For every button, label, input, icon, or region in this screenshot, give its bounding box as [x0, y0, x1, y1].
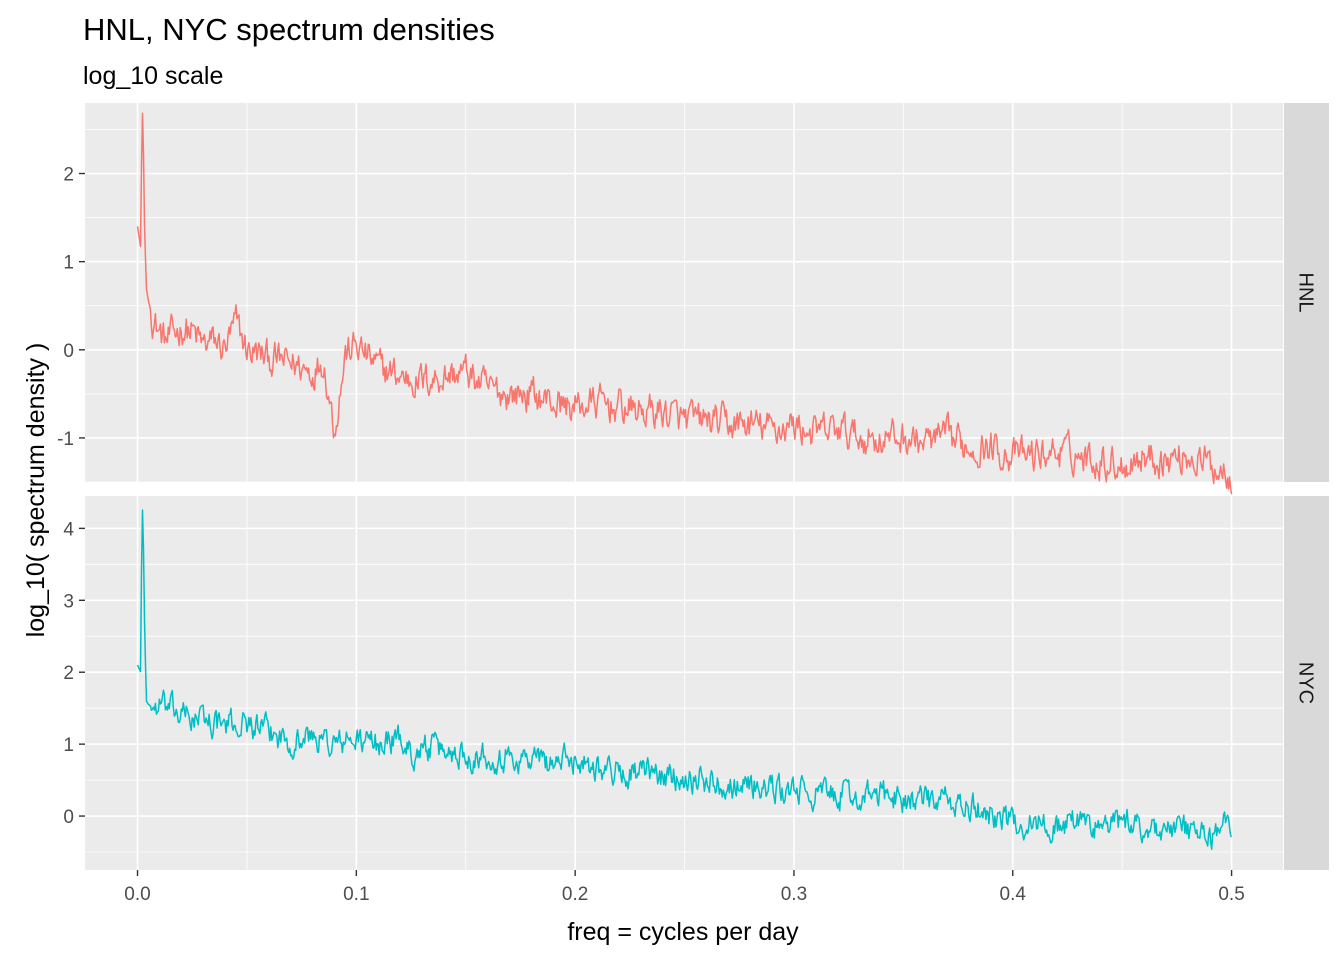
- series-line-nyc: [136, 509, 1233, 850]
- y-tick-label: 4: [63, 519, 74, 540]
- x-tick-label: 0.3: [781, 884, 807, 905]
- y-tick-label: 3: [63, 591, 74, 612]
- series-line-hnl: [136, 112, 1233, 495]
- facet-strip: [1284, 496, 1329, 870]
- x-axis: 0.0 0.1 0.2 0.3 0.4 0.5: [124, 870, 1245, 905]
- x-axis-title: freq = cycles per day: [567, 918, 799, 946]
- x-tick-label: 0.1: [343, 884, 369, 905]
- y-axis-title: log_10( spectrum density ): [22, 343, 50, 638]
- chart-title: HNL, NYC spectrum densities: [83, 12, 495, 47]
- y-tick-label: -1: [57, 429, 74, 450]
- x-tick-label: 0.0: [124, 884, 150, 905]
- y-tick-label: 1: [63, 253, 74, 274]
- y-tick-label: 2: [63, 663, 74, 684]
- panel-hnl: 2 1 0 -1 HNL: [57, 103, 1329, 495]
- y-tick-label: 0: [63, 807, 74, 828]
- x-tick-label: 0.4: [1000, 884, 1027, 905]
- facet-panels: 2 1 0 -1 HNL 4 3 2 1 0 NYC: [57, 103, 1329, 870]
- facet-strip-label: NYC: [1295, 662, 1317, 704]
- x-tick-label: 0.2: [562, 884, 588, 905]
- chart-subtitle: log_10 scale: [83, 62, 223, 90]
- y-tick-label: 2: [63, 165, 74, 186]
- panel-nyc: 4 3 2 1 0 NYC: [63, 496, 1329, 870]
- facet-strip: [1284, 103, 1329, 482]
- facet-strip-label: HNL: [1295, 272, 1317, 312]
- y-tick-label: 0: [63, 341, 74, 362]
- x-tick-label: 0.5: [1218, 884, 1244, 905]
- y-tick-label: 1: [63, 735, 74, 756]
- panel-background: [85, 496, 1283, 870]
- panel-background: [85, 103, 1283, 482]
